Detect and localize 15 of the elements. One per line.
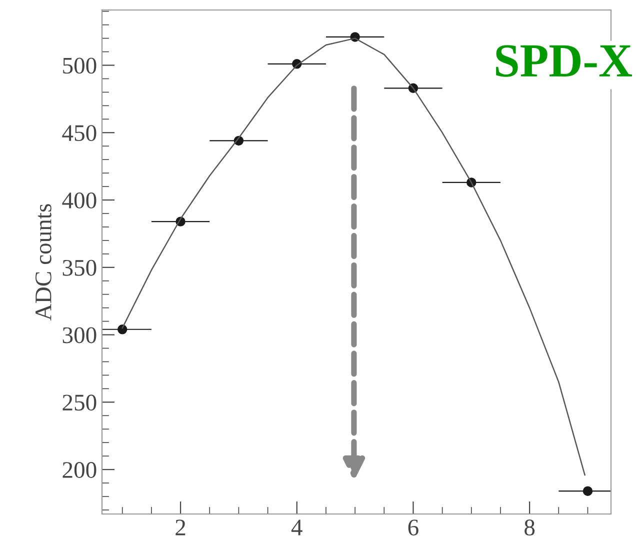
point [582,486,593,496]
y-tick-label: 300 [62,327,96,344]
y-tick-label: 250 [62,394,96,411]
y-tick-label: 450 [62,125,96,142]
y-tick-label: 400 [62,192,96,208]
y-tick-label: 350 [62,260,96,276]
y-tick-label: 500 [63,58,96,74]
x-tick-label: 8 [524,520,535,536]
y-axis-title: ADC counts [36,204,52,320]
x-tick-label: 6 [408,520,418,536]
point [118,324,128,334]
x-tick-label: 2 [176,520,186,536]
x-tick-label: 4 [291,520,302,536]
y-tick-label: 200 [62,462,96,478]
annotation: SPD-X [496,45,632,77]
